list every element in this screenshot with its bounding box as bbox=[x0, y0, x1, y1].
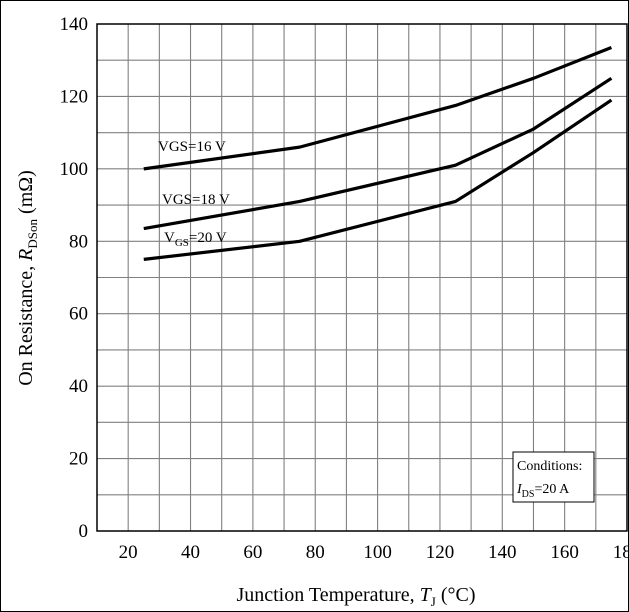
grid bbox=[97, 24, 627, 531]
x-tick-label: 40 bbox=[181, 542, 200, 563]
y-tick-label: 40 bbox=[69, 376, 88, 397]
series-lines bbox=[143, 46, 613, 261]
x-tick-label: 160 bbox=[550, 542, 579, 563]
conditions-line1: Conditions: bbox=[517, 459, 582, 474]
x-tick-label: 80 bbox=[306, 542, 325, 563]
x-tick-label: 140 bbox=[488, 542, 517, 563]
conditions-line2: IDS=20 A bbox=[516, 482, 570, 500]
y-tick-label: 80 bbox=[69, 231, 88, 252]
x-axis-title: Junction Temperature, TJ (°C) bbox=[236, 584, 475, 609]
y-tick-label: 60 bbox=[69, 304, 88, 325]
y-tick-label: 100 bbox=[60, 159, 89, 180]
plot-border bbox=[96, 23, 628, 532]
x-tick-label: 120 bbox=[426, 542, 455, 563]
x-tick-label: 60 bbox=[243, 542, 262, 563]
y-axis-title: On Resistance, RDSon (mΩ) bbox=[15, 170, 40, 386]
series-line-2 bbox=[143, 76, 613, 231]
x-axis-ticks: 20 40 60 80 100 120 140 160 180 bbox=[119, 542, 629, 563]
series-label-vgs18: VGS=18 V bbox=[162, 192, 230, 208]
series-label-vgs20: VGS=20 V bbox=[164, 230, 227, 249]
series-line-1 bbox=[143, 46, 612, 171]
x-tick-label: 100 bbox=[363, 542, 392, 563]
conditions-annotation: Conditions: IDS=20 A bbox=[512, 451, 595, 503]
y-axis-ticks: 0 20 40 60 80 100 120 140 bbox=[60, 14, 89, 542]
series-line-3 bbox=[143, 98, 613, 261]
x-tick-label: 20 bbox=[119, 542, 138, 563]
y-tick-label: 140 bbox=[60, 14, 89, 35]
y-tick-label: 20 bbox=[69, 449, 88, 470]
y-tick-label: 120 bbox=[60, 86, 89, 107]
series-label-vgs16: VGS=16 V bbox=[158, 139, 226, 155]
y-tick-label: 0 bbox=[79, 521, 89, 542]
x-tick-label: 180 bbox=[613, 542, 629, 563]
